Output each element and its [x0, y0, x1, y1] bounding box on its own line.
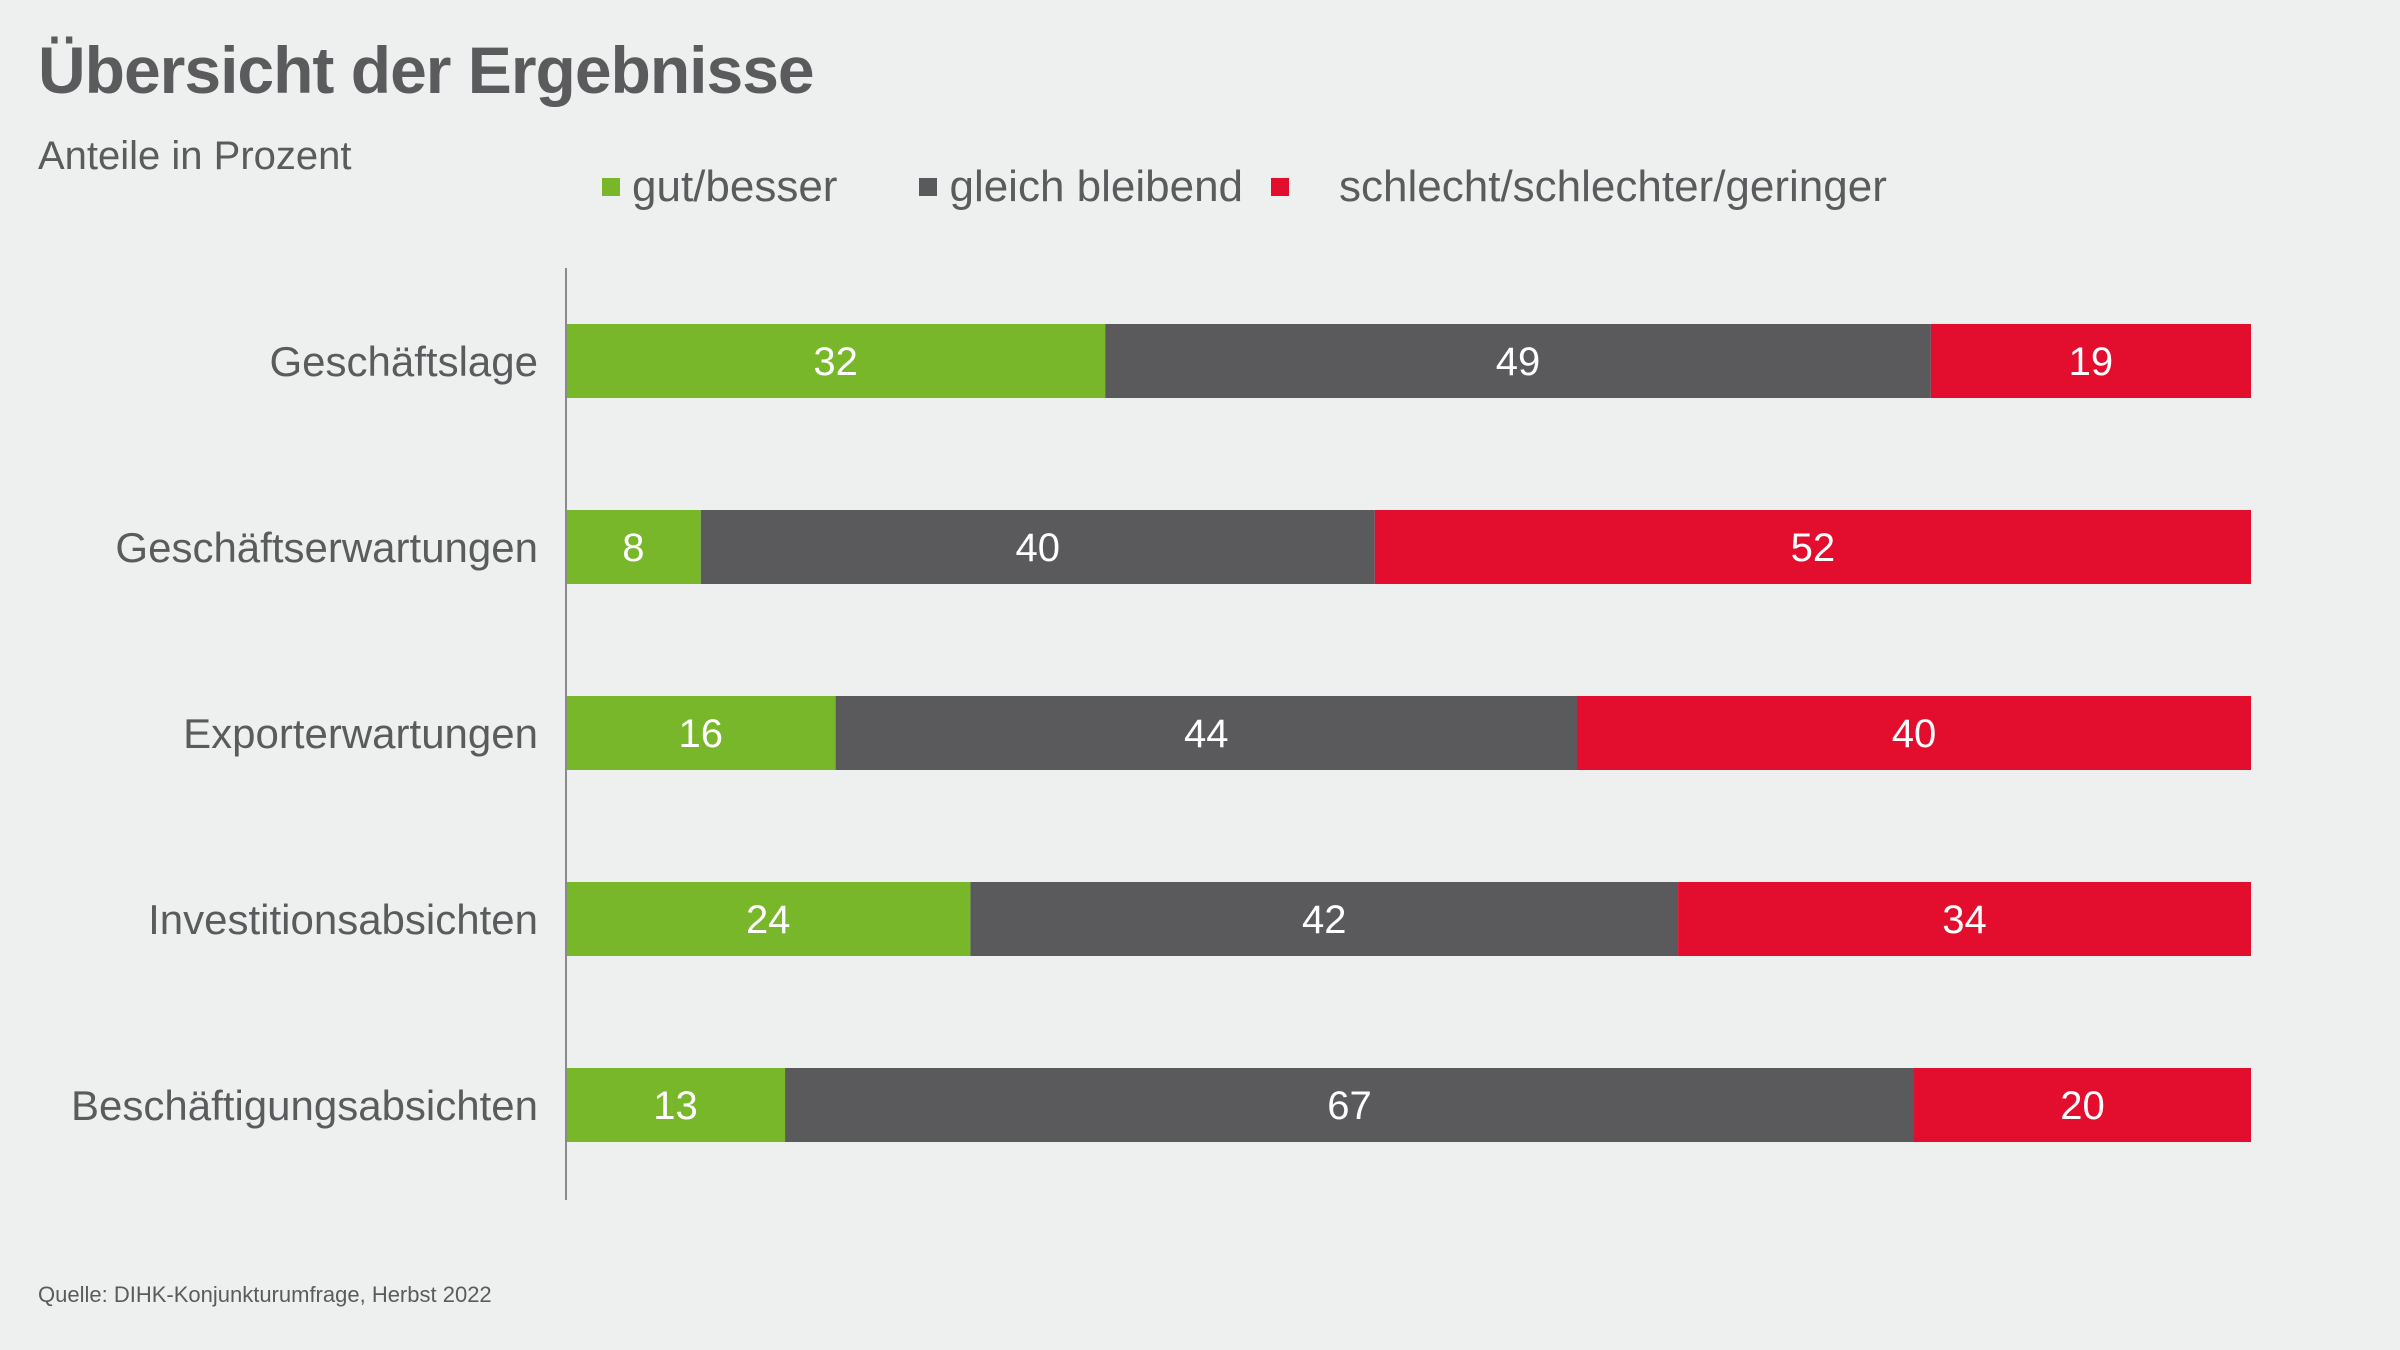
data-label: 34	[1942, 898, 1987, 942]
data-label: 24	[746, 898, 791, 942]
legend-label-same: gleich bleibend	[949, 162, 1244, 211]
bar-segment-good	[566, 510, 701, 584]
bar-segment-same	[1105, 324, 1931, 398]
data-label: 67	[1327, 1084, 1372, 1128]
bar-segment-good	[566, 696, 836, 770]
category-label: Investitionsabsichten	[148, 896, 538, 943]
category-label: Beschäftigungsabsichten	[71, 1082, 538, 1129]
data-label: 40	[1892, 712, 1937, 756]
data-label: 13	[653, 1084, 698, 1128]
bar-segment-bad	[1577, 696, 2251, 770]
legend-label-bad: schlecht/schlechter/geringer	[1339, 162, 1887, 211]
legend-swatch-bad	[1271, 178, 1290, 196]
legend-item-bad: schlecht/schlechter/geringer	[1271, 162, 1887, 212]
bar-segment-same	[785, 1068, 1914, 1142]
data-label: 49	[1496, 340, 1541, 384]
legend-swatch-good	[602, 178, 620, 196]
legend: gut/besser gleich bleibend schlecht/schl…	[602, 162, 1887, 212]
data-label: 52	[1791, 526, 1836, 570]
bar-segment-bad	[1930, 324, 2251, 398]
bar-segment-bad	[1914, 1068, 2251, 1142]
legend-swatch-same	[919, 178, 938, 196]
bar-segment-same	[700, 510, 1375, 584]
category-label: Geschäftslage	[270, 338, 539, 385]
data-label: 16	[679, 712, 724, 756]
category-label: Geschäftserwartungen	[115, 524, 538, 571]
data-label: 32	[813, 340, 858, 384]
data-label: 42	[1302, 898, 1347, 942]
bar-segment-bad	[1678, 882, 2251, 956]
bar-segment-good	[566, 324, 1106, 398]
data-label: 44	[1184, 712, 1229, 756]
data-label: 19	[2069, 340, 2114, 384]
bar-segment-same	[970, 882, 1679, 956]
chart-title: Übersicht der Ergebnisse	[38, 33, 815, 107]
data-label: 20	[2060, 1084, 2105, 1128]
bar-segment-bad	[1374, 510, 2251, 584]
data-label: 40	[1016, 526, 1061, 570]
bar-segment-good	[566, 882, 971, 956]
bar-segment-good	[566, 1068, 786, 1142]
data-label: 8	[622, 526, 644, 570]
category-label: Exporterwartungen	[183, 710, 538, 757]
bar-segment-same	[835, 696, 1577, 770]
chart-subtitle: Anteile in Prozent	[38, 134, 352, 178]
source-note: Quelle: DIHK-Konjunkturumfrage, Herbst 2…	[38, 1282, 492, 1307]
legend-label-good: gut/besser	[632, 162, 838, 211]
legend-item-same: gleich bleibend	[919, 162, 1243, 212]
legend-item-good: gut/besser	[602, 162, 837, 212]
